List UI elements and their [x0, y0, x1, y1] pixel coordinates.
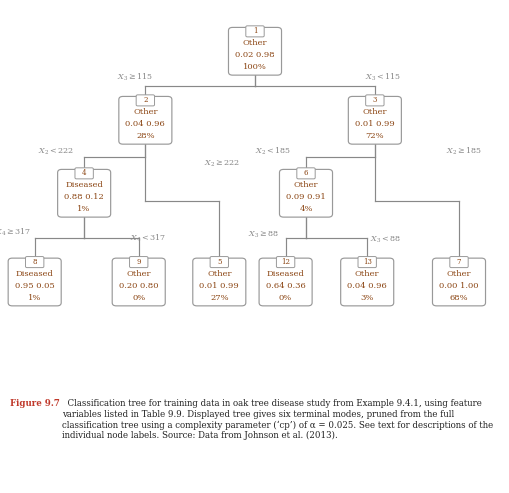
Text: 3: 3	[372, 96, 376, 105]
FancyBboxPatch shape	[8, 258, 61, 306]
FancyBboxPatch shape	[192, 258, 245, 306]
Text: Diseased: Diseased	[16, 270, 53, 278]
FancyBboxPatch shape	[129, 256, 148, 268]
FancyBboxPatch shape	[245, 26, 264, 37]
Text: 2: 2	[143, 96, 147, 105]
Text: 0.01 0.99: 0.01 0.99	[199, 282, 239, 290]
Text: Other: Other	[354, 270, 379, 278]
Text: 0%: 0%	[278, 294, 292, 302]
Text: 0.95 0.05: 0.95 0.05	[15, 282, 54, 290]
Text: Other: Other	[242, 39, 267, 47]
Text: 9: 9	[136, 258, 140, 266]
Text: Diseased: Diseased	[266, 270, 304, 278]
Text: 1: 1	[252, 27, 257, 35]
Text: 0.01 0.99: 0.01 0.99	[354, 120, 394, 128]
Text: 27%: 27%	[210, 294, 228, 302]
Text: 0%: 0%	[132, 294, 145, 302]
FancyBboxPatch shape	[432, 258, 485, 306]
FancyBboxPatch shape	[348, 97, 401, 144]
FancyBboxPatch shape	[276, 256, 294, 268]
Text: $X_3 \geq 115$: $X_3 \geq 115$	[117, 71, 153, 82]
Text: 3%: 3%	[360, 294, 373, 302]
Text: 8: 8	[33, 258, 37, 266]
FancyBboxPatch shape	[136, 95, 154, 106]
Text: 7: 7	[456, 258, 460, 266]
Text: 13: 13	[362, 258, 371, 266]
Text: 0.02 0.98: 0.02 0.98	[235, 51, 274, 59]
Text: 1%: 1%	[28, 294, 41, 302]
Text: Diseased: Diseased	[65, 181, 103, 189]
FancyBboxPatch shape	[365, 95, 383, 106]
Text: 6: 6	[303, 169, 307, 177]
FancyBboxPatch shape	[279, 170, 332, 217]
Text: $X_3 < 115$: $X_3 < 115$	[364, 71, 400, 82]
Text: $X_3 < 88$: $X_3 < 88$	[370, 234, 401, 245]
Text: 0.04 0.96: 0.04 0.96	[347, 282, 386, 290]
Text: Other: Other	[126, 270, 151, 278]
Text: 0.88 0.12: 0.88 0.12	[64, 193, 104, 201]
Text: 4%: 4%	[299, 205, 312, 213]
Text: Other: Other	[293, 181, 318, 189]
FancyBboxPatch shape	[296, 168, 315, 179]
FancyBboxPatch shape	[75, 168, 93, 179]
Text: 0.09 0.91: 0.09 0.91	[286, 193, 325, 201]
Text: Figure 9.7: Figure 9.7	[10, 399, 60, 408]
Text: 0.20 0.80: 0.20 0.80	[119, 282, 158, 290]
FancyBboxPatch shape	[340, 258, 393, 306]
Text: 12: 12	[280, 258, 290, 266]
Text: Classification tree for training data in oak tree disease study from Example 9.4: Classification tree for training data in…	[62, 399, 492, 440]
Text: 72%: 72%	[365, 132, 383, 140]
Text: $X_4 \geq 317$: $X_4 \geq 317$	[0, 227, 32, 238]
Text: $X_4 < 317$: $X_4 < 317$	[130, 233, 166, 244]
FancyBboxPatch shape	[259, 258, 312, 306]
Text: $X_2 < 222$: $X_2 < 222$	[38, 147, 74, 157]
FancyBboxPatch shape	[25, 256, 44, 268]
FancyBboxPatch shape	[112, 258, 165, 306]
Text: 5: 5	[217, 258, 221, 266]
Text: $X_2 \geq 185$: $X_2 \geq 185$	[445, 146, 482, 157]
FancyBboxPatch shape	[357, 256, 376, 268]
Text: 0.04 0.96: 0.04 0.96	[125, 120, 165, 128]
Text: Other: Other	[133, 108, 157, 116]
Text: $X_2 \geq 222$: $X_2 \geq 222$	[204, 159, 240, 169]
FancyBboxPatch shape	[119, 97, 172, 144]
Text: 0.00 1.00: 0.00 1.00	[438, 282, 478, 290]
Text: 68%: 68%	[449, 294, 467, 302]
FancyBboxPatch shape	[449, 256, 467, 268]
Text: 0.64 0.36: 0.64 0.36	[265, 282, 305, 290]
Text: Other: Other	[446, 270, 470, 278]
FancyBboxPatch shape	[228, 28, 281, 75]
FancyBboxPatch shape	[210, 256, 228, 268]
Text: Other: Other	[362, 108, 386, 116]
Text: 28%: 28%	[136, 132, 154, 140]
Text: Other: Other	[207, 270, 231, 278]
Text: 100%: 100%	[243, 63, 266, 71]
FancyBboxPatch shape	[58, 170, 110, 217]
Text: 1%: 1%	[77, 205, 91, 213]
Text: $X_3 \geq 88$: $X_3 \geq 88$	[248, 230, 279, 240]
Text: 4: 4	[82, 169, 86, 177]
Text: $X_2 < 185$: $X_2 < 185$	[255, 146, 291, 157]
